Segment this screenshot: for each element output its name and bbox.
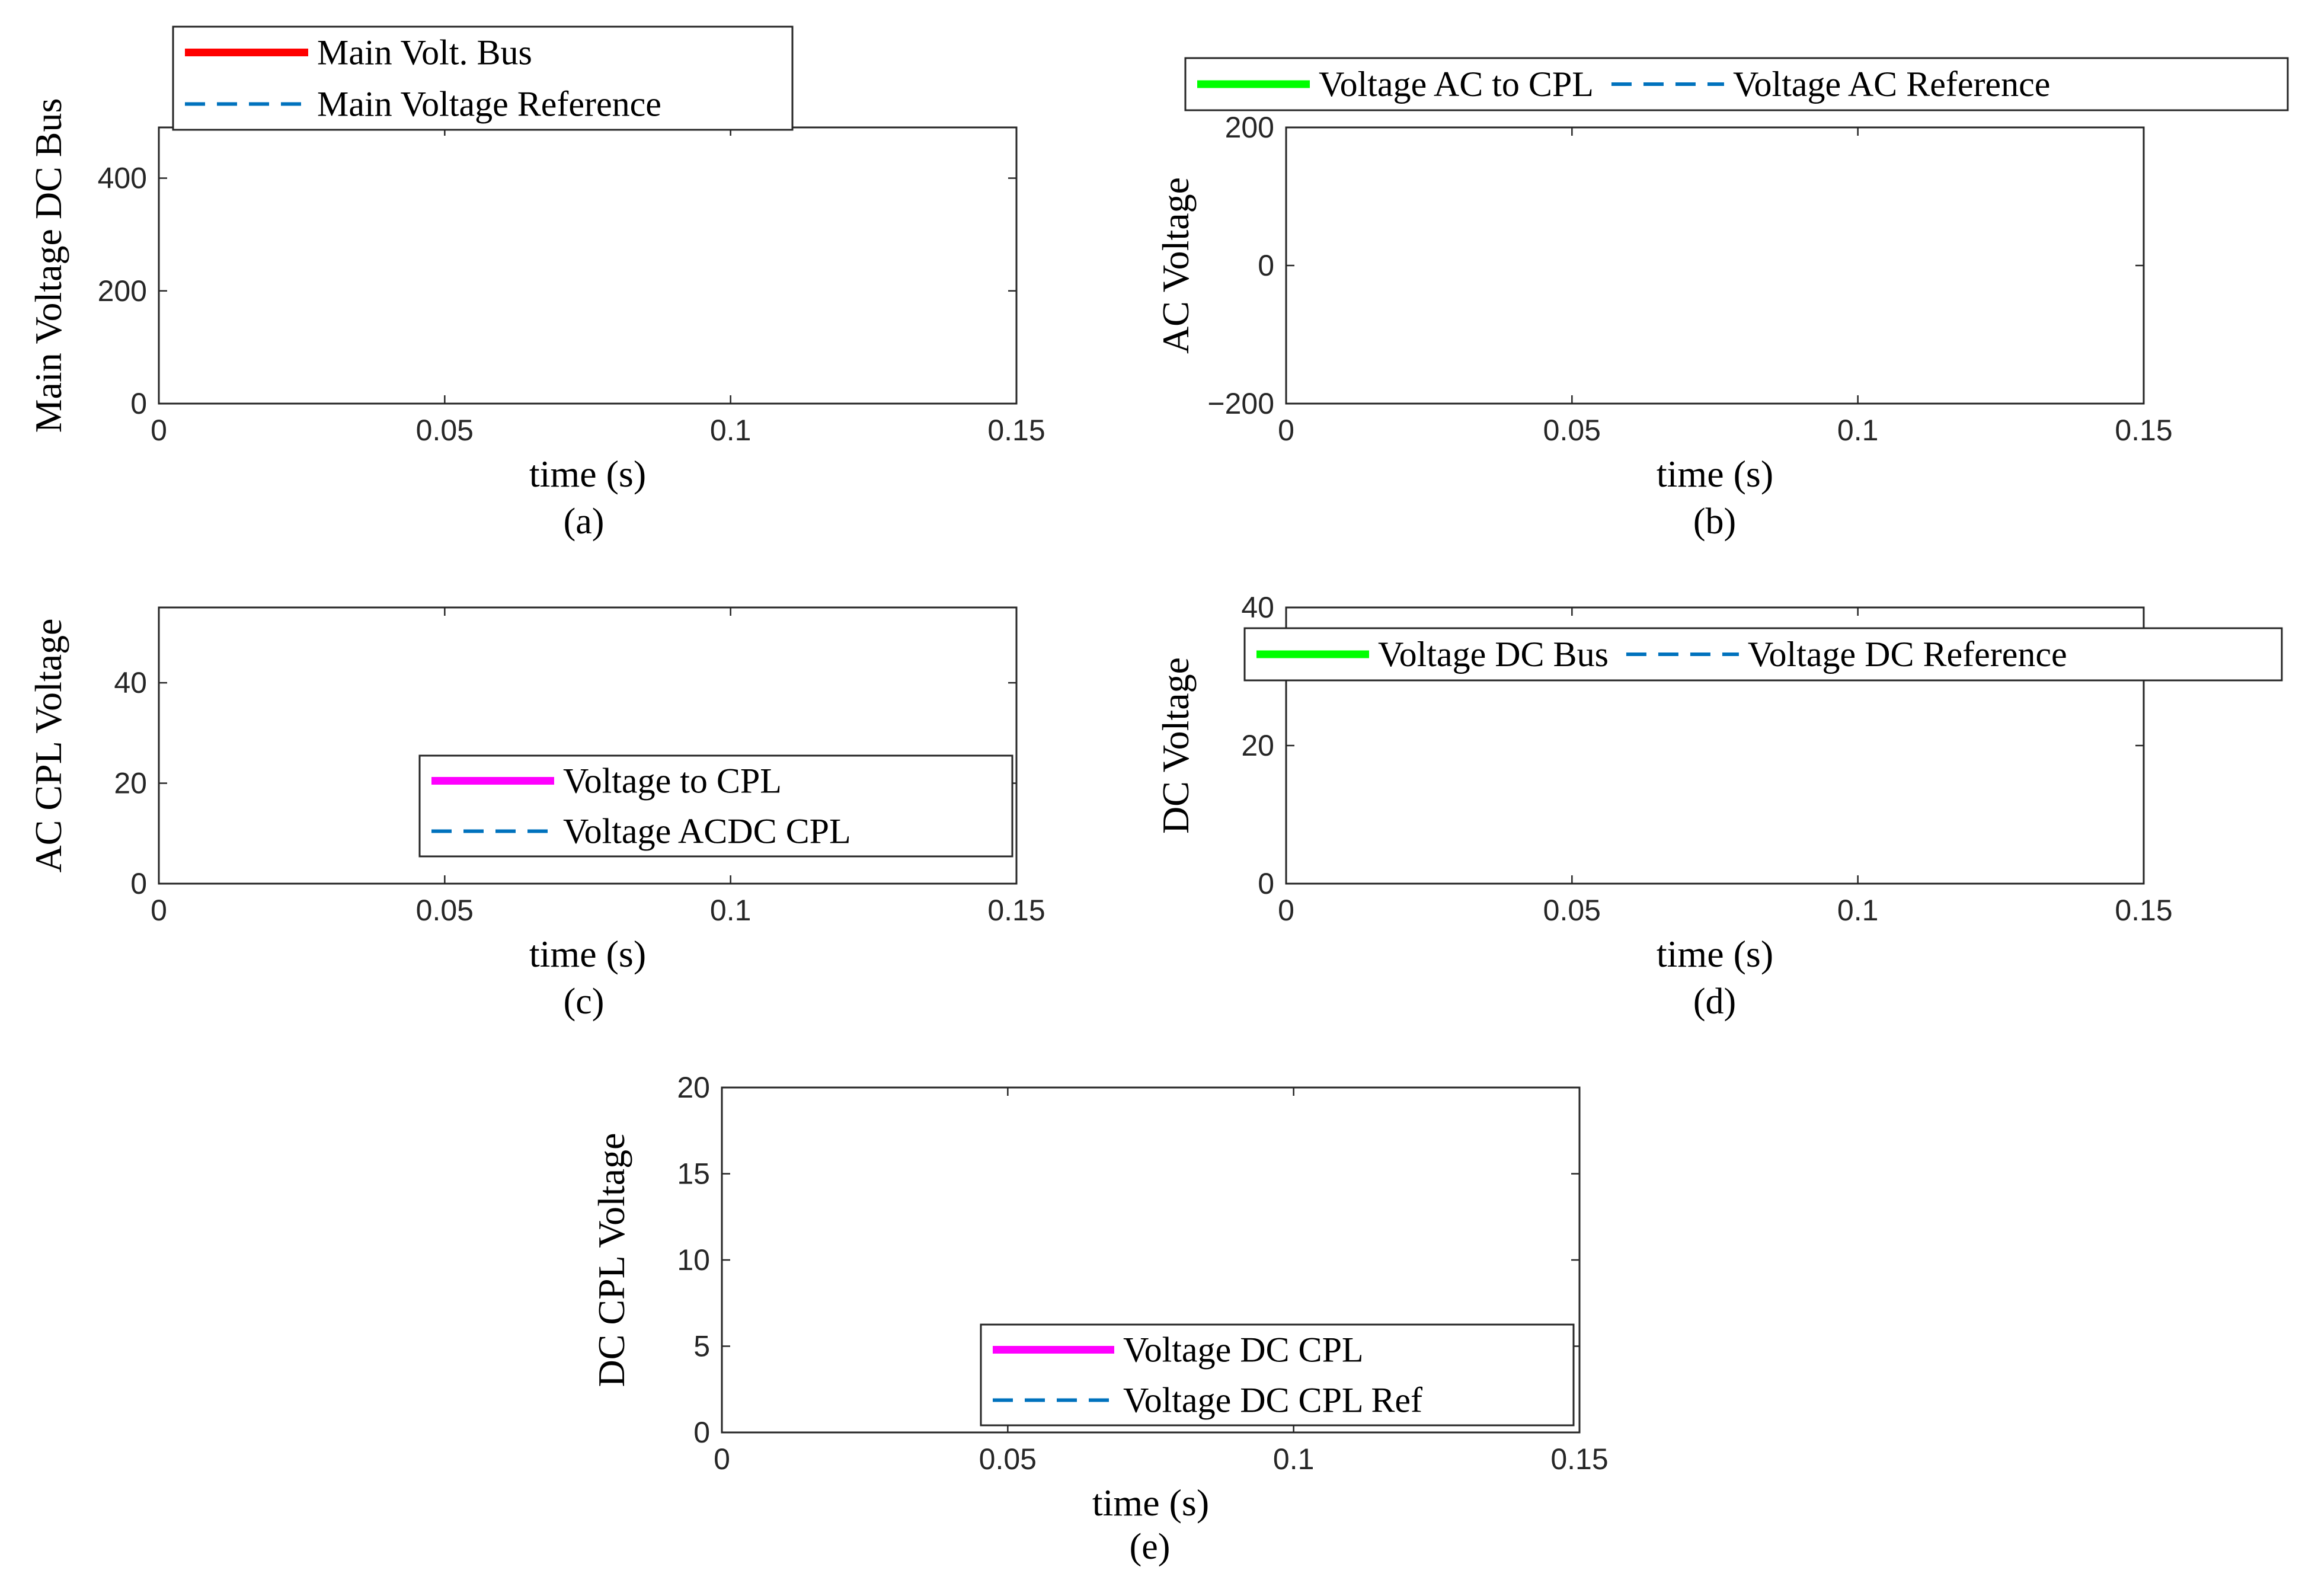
y-axis-label: Main Voltage DC Bus: [27, 98, 69, 433]
y-tick-label: 5: [693, 1330, 710, 1363]
y-tick-label: 0: [1258, 867, 1274, 900]
chart-c: 0 0.05 0.1 0.15 0 20 40 time (s) AC CPL Voltage (…: [27, 606, 1045, 1022]
y-tick-label: 0: [1258, 249, 1274, 282]
chart-a: 0 0.05 0.1 0.15 0 200 400 time (s) Main Voltage …: [27, 25, 1045, 542]
legend-label: Voltage AC to CPL: [1319, 65, 1594, 104]
x-tick-label: 0.1: [710, 894, 752, 927]
legend-label: Voltage DC Reference: [1748, 635, 2067, 674]
x-tick-label: 0: [714, 1443, 730, 1476]
x-tick-label: 0.1: [1837, 414, 1879, 447]
x-tick-label: 0.15: [987, 894, 1045, 927]
y-tick-label: 200: [98, 274, 147, 308]
x-tick-label: 0: [151, 414, 167, 447]
x-tick-label: 0.1: [1273, 1443, 1315, 1476]
x-tick-label: 0.05: [1543, 414, 1601, 447]
x-axis-label: time (s): [529, 933, 646, 975]
axes-frame: [158, 126, 1018, 405]
chart-d: 0 0.05 0.1 0.15 0 20 40 time (s) DC Voltage (d) Vo…: [1155, 591, 2283, 1022]
legend-frame: [1184, 57, 2289, 111]
legend-frame: [980, 1323, 1575, 1427]
y-axis-label: DC Voltage: [1155, 657, 1197, 834]
y-tick-label: 400: [98, 162, 147, 195]
x-axis-label: time (s): [1657, 453, 1773, 495]
legend: Voltage AC to CPL Voltage AC Reference: [1184, 57, 2289, 111]
legend-label: Voltage ACDC CPL: [563, 812, 851, 851]
x-tick-label: 0.05: [416, 894, 474, 927]
legend-label: Voltage DC Bus: [1378, 635, 1609, 674]
y-tick-label: 40: [1241, 591, 1274, 624]
legend-frame: [172, 25, 794, 131]
legend-label: Main Volt. Bus: [317, 33, 532, 72]
legend-label: Voltage AC Reference: [1733, 65, 2050, 104]
x-tick-label: 0.1: [1837, 894, 1879, 927]
panel-caption: (c): [564, 981, 605, 1022]
legend: Voltage DC CPL Voltage DC CPL Ref: [980, 1323, 1575, 1427]
legend: Main Volt. Bus Main Voltage Reference: [172, 25, 794, 131]
x-tick-label: 0: [1278, 894, 1294, 927]
x-tick-label: 0.05: [1543, 894, 1601, 927]
y-axis-label: DC CPL Voltage: [590, 1133, 632, 1387]
y-tick-label: 20: [677, 1071, 710, 1104]
legend: Voltage to CPL Voltage ACDC CPL: [418, 754, 1013, 858]
legend: Voltage DC Bus Voltage DC Reference: [1243, 627, 2283, 682]
x-tick-label: 0.1: [710, 414, 752, 447]
legend-label: Voltage to CPL: [563, 762, 782, 801]
x-axis-label: time (s): [1657, 933, 1773, 975]
y-tick-label: 10: [677, 1243, 710, 1277]
y-tick-label: 0: [130, 867, 147, 900]
y-axis-label: AC Voltage: [1155, 177, 1197, 354]
y-tick-label: 0: [130, 387, 147, 420]
y-tick-label: 15: [677, 1157, 710, 1191]
x-tick-label: 0.15: [1550, 1443, 1608, 1476]
x-axis-label: time (s): [529, 453, 646, 495]
legend-frame: [1243, 627, 2283, 682]
x-axis-label: time (s): [1092, 1482, 1209, 1524]
x-tick-label: 0.05: [416, 414, 474, 447]
legend-label: Main Voltage Reference: [317, 85, 661, 124]
legend-frame: [418, 754, 1013, 858]
x-tick-label: 0.05: [979, 1443, 1037, 1476]
chart-e: 0 0.05 0.1 0.15 0 5 10 15 20 time (s) DC CPL Volta…: [590, 1071, 1609, 1567]
y-tick-label: −200: [1207, 387, 1274, 420]
panel-caption: (d): [1693, 981, 1736, 1022]
panel-caption: (b): [1693, 501, 1736, 542]
y-tick-label: 0: [693, 1416, 710, 1449]
x-tick-label: 0.15: [2115, 414, 2172, 447]
panel-caption: (a): [564, 501, 605, 542]
y-tick-label: 200: [1225, 111, 1274, 144]
legend-label: Voltage DC CPL: [1123, 1330, 1364, 1370]
y-axis-label: AC CPL Voltage: [27, 618, 69, 872]
y-tick-label: 20: [1241, 729, 1274, 762]
axes-frame: [1285, 126, 2145, 405]
panel-caption: (e): [1130, 1527, 1171, 1567]
y-tick-label: 20: [114, 767, 147, 800]
x-tick-label: 0: [151, 894, 167, 927]
legend-label: Voltage DC CPL Ref: [1123, 1381, 1422, 1420]
x-tick-label: 0.15: [2115, 894, 2172, 927]
y-tick-label: 40: [114, 666, 147, 699]
x-tick-label: 0: [1278, 414, 1294, 447]
x-tick-label: 0.15: [987, 414, 1045, 447]
